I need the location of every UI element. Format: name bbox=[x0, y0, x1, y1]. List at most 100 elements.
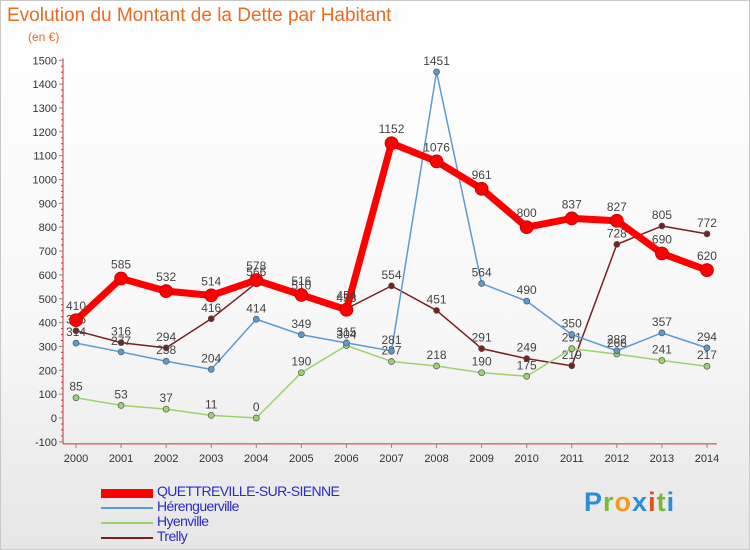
data-point bbox=[117, 402, 125, 409]
legend-label: QUETTREVILLE-SUR-SIENNE bbox=[157, 483, 340, 499]
data-label: 190 bbox=[472, 355, 492, 369]
legend-swatch bbox=[101, 537, 153, 539]
data-label: 53 bbox=[114, 387, 128, 401]
data-point bbox=[609, 213, 624, 228]
logo-letter: r bbox=[603, 487, 615, 517]
data-point bbox=[207, 412, 215, 419]
data-point bbox=[72, 394, 80, 402]
x-tick-label: 2014 bbox=[695, 453, 719, 465]
y-tick-label: 500 bbox=[39, 294, 57, 306]
y-tick-label: 1100 bbox=[33, 151, 57, 163]
x-tick-label: 2006 bbox=[334, 453, 358, 465]
y-tick-label: 0 bbox=[51, 413, 57, 425]
y-tick-label: 1000 bbox=[33, 175, 57, 187]
data-label: 1152 bbox=[379, 122, 405, 136]
data-point bbox=[474, 181, 489, 196]
legend-swatch bbox=[101, 507, 153, 509]
data-label: 451 bbox=[427, 292, 447, 306]
logo-letter: x bbox=[632, 487, 649, 517]
data-label: 268 bbox=[607, 336, 627, 350]
data-point bbox=[294, 288, 309, 302]
data-label: 800 bbox=[517, 206, 537, 220]
data-point bbox=[523, 372, 531, 380]
x-tick-label: 2004 bbox=[244, 453, 268, 465]
data-point bbox=[207, 315, 215, 323]
data-point bbox=[159, 284, 173, 298]
data-label: 357 bbox=[652, 315, 672, 329]
data-label: 490 bbox=[517, 283, 537, 297]
data-point bbox=[655, 246, 669, 261]
data-label: 805 bbox=[652, 208, 672, 222]
x-tick-label: 2009 bbox=[469, 453, 493, 465]
data-label: 414 bbox=[246, 301, 266, 315]
data-point bbox=[613, 241, 621, 248]
data-point bbox=[72, 339, 80, 347]
data-point bbox=[343, 339, 350, 347]
data-point bbox=[298, 331, 305, 339]
data-label: 282 bbox=[607, 333, 627, 347]
data-point bbox=[69, 313, 83, 328]
data-point bbox=[564, 211, 579, 226]
y-tick-label: 800 bbox=[39, 222, 57, 234]
y-tick-label: 900 bbox=[39, 198, 57, 210]
data-label: 294 bbox=[156, 330, 176, 344]
data-label: 1451 bbox=[423, 54, 450, 68]
data-label: 315 bbox=[336, 325, 356, 339]
data-label: 410 bbox=[66, 299, 86, 313]
logo-letter: i bbox=[666, 487, 676, 517]
data-point bbox=[523, 297, 531, 305]
data-label: 514 bbox=[201, 274, 221, 288]
data-label: 827 bbox=[607, 200, 627, 214]
data-label: 37 bbox=[159, 391, 173, 405]
data-label: 837 bbox=[562, 197, 582, 211]
data-label: 217 bbox=[697, 348, 717, 362]
y-tick-label: 400 bbox=[39, 318, 57, 330]
data-label: 961 bbox=[472, 168, 492, 182]
logo-letter: i bbox=[648, 487, 657, 517]
y-tick-label: 1200 bbox=[33, 127, 57, 139]
data-point bbox=[478, 369, 485, 377]
data-label: 85 bbox=[69, 380, 83, 394]
legend-label: Hyenville bbox=[157, 513, 209, 529]
data-point bbox=[298, 369, 305, 377]
logo-letter: t bbox=[656, 487, 667, 517]
data-label: 175 bbox=[517, 358, 537, 372]
data-label: 249 bbox=[517, 341, 537, 355]
legend-label: Trelly bbox=[157, 528, 188, 544]
logo-letter: P bbox=[584, 487, 604, 517]
data-point bbox=[433, 307, 440, 314]
data-point bbox=[433, 68, 440, 76]
data-point bbox=[249, 273, 264, 287]
data-point bbox=[568, 362, 576, 370]
data-point bbox=[613, 347, 621, 355]
data-point bbox=[162, 405, 170, 413]
data-label: 277 bbox=[111, 334, 131, 348]
data-point bbox=[568, 345, 576, 352]
data-point bbox=[703, 362, 711, 370]
data-point bbox=[703, 344, 711, 352]
data-label: 516 bbox=[291, 274, 311, 288]
data-label: 349 bbox=[291, 317, 311, 331]
x-tick-label: 2001 bbox=[109, 453, 133, 465]
data-label: 585 bbox=[111, 257, 131, 271]
x-tick-label: 2002 bbox=[154, 453, 178, 465]
data-point bbox=[252, 414, 260, 422]
data-point bbox=[700, 263, 714, 277]
data-label: 304 bbox=[336, 327, 356, 341]
data-label: 314 bbox=[66, 325, 86, 339]
data-point bbox=[658, 329, 666, 337]
data-point bbox=[117, 348, 125, 356]
data-point bbox=[658, 357, 666, 364]
data-point bbox=[339, 302, 354, 317]
data-label: 554 bbox=[381, 268, 401, 282]
x-tick-label: 2012 bbox=[605, 453, 629, 465]
data-label: 241 bbox=[652, 343, 672, 357]
data-point bbox=[478, 345, 485, 352]
data-label: 11 bbox=[205, 397, 218, 411]
x-tick-label: 2007 bbox=[379, 453, 403, 465]
data-label: 204 bbox=[201, 351, 221, 365]
data-label: 772 bbox=[697, 216, 717, 230]
y-tick-label: 600 bbox=[39, 270, 57, 282]
logo-letter: o bbox=[614, 487, 633, 517]
